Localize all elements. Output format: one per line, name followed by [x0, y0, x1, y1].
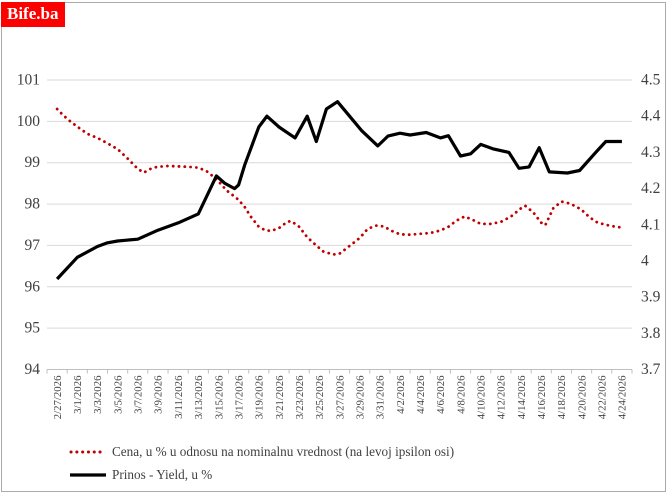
logo-banner: Bife.ba	[1, 2, 66, 27]
legend-item-cena: Cena, u % u odnosu na nominalnu vrednost…	[68, 444, 454, 460]
right-axis-tick-label: 4.3	[641, 144, 661, 161]
right-axis-tick-label: 4	[641, 252, 649, 269]
right-axis-tick-label: 3.8	[641, 325, 661, 342]
date-tick-label: 4/10/2026	[476, 375, 488, 419]
left-axis-tick-label: 96	[25, 278, 41, 295]
date-tick-label: 3/1/2026	[72, 375, 84, 414]
date-tick-label: 3/21/2026	[274, 375, 286, 419]
right-axis-tick-label: 4.2	[641, 180, 660, 197]
date-tick-label: 3/31/2026	[375, 375, 387, 419]
date-tick-label: 3/25/2026	[314, 375, 326, 419]
date-tick-label: 4/2/2026	[395, 375, 407, 414]
date-tick-label: 4/6/2026	[435, 375, 447, 414]
right-axis-tick-label: 4.1	[641, 216, 660, 233]
date-tick-label: 3/11/2026	[173, 375, 185, 419]
date-tick-label: 4/20/2026	[576, 375, 588, 419]
legend-label-prinos: Prinos - Yield, u %	[112, 467, 213, 482]
right-axis-tick-label: 4.4	[641, 108, 661, 125]
dotted-line-marker-icon	[69, 450, 107, 454]
date-tick-label: 4/16/2026	[536, 375, 548, 419]
left-axis-tick-label: 100	[17, 113, 41, 130]
date-tick-label: 3/7/2026	[133, 375, 145, 414]
date-tick-label: 4/14/2026	[516, 375, 528, 419]
date-tick-label: 3/29/2026	[354, 375, 366, 419]
date-tick-label: 3/9/2026	[153, 375, 165, 414]
left-axis-tick-label: 101	[17, 72, 40, 89]
yield-series-line	[55, 100, 622, 281]
date-tick-label: 4/18/2026	[556, 375, 568, 419]
legend-label-cena: Cena, u % u odnosu na nominalnu vrednost…	[112, 444, 455, 459]
price-series-line	[55, 107, 624, 256]
left-axis-tick-label: 98	[25, 196, 41, 213]
right-axis-tick-label: 4.5	[641, 72, 661, 89]
date-tick-label: 4/24/2026	[617, 375, 629, 419]
date-tick-label: 3/19/2026	[254, 375, 266, 419]
date-tick-label: 3/13/2026	[193, 375, 205, 419]
date-tick-label: 3/3/2026	[92, 375, 104, 414]
solid-line-marker-icon	[70, 473, 106, 477]
left-axis-tick-label: 99	[25, 154, 41, 171]
date-tick-label: 4/8/2026	[455, 375, 467, 414]
left-axis-tick-label: 95	[25, 320, 41, 337]
date-tick-label: 3/17/2026	[233, 375, 245, 419]
date-tick-label: 2/27/2026	[52, 375, 64, 419]
date-tick-label: 3/27/2026	[334, 375, 346, 419]
right-axis-tick-label: 3.9	[641, 289, 661, 306]
date-tick-label: 3/23/2026	[294, 375, 306, 419]
left-axis-tick-label: 97	[25, 237, 41, 254]
right-axis-tick-label: 3.7	[641, 361, 661, 378]
date-tick-label: 4/4/2026	[415, 375, 427, 414]
date-tick-label: 4/22/2026	[597, 375, 609, 419]
date-tick-label: 3/5/2026	[112, 375, 124, 414]
logo-text: Bife.ba	[7, 4, 59, 23]
left-axis-tick-label: 94	[25, 361, 41, 378]
date-tick-label: 4/12/2026	[496, 375, 508, 419]
date-tick-label: 3/15/2026	[213, 375, 225, 419]
legend-item-prinos: Prinos - Yield, u %	[68, 467, 212, 483]
